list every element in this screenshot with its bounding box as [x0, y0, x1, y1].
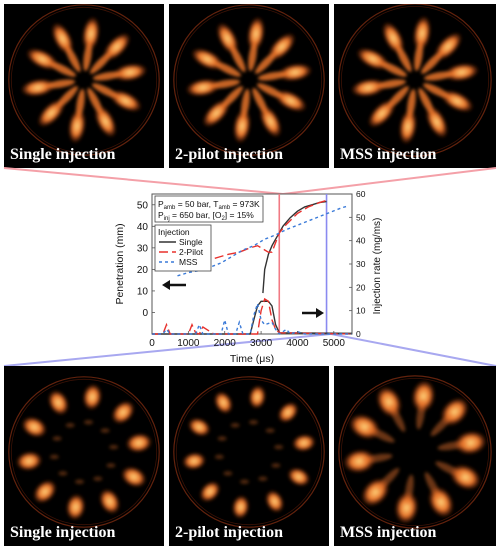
y-left-tick-label: 50	[137, 200, 149, 211]
bottom-image-single: Single injection	[4, 366, 164, 546]
y-axis-left-label: Penetration (mm)	[114, 223, 126, 304]
y-right-tick-label: 30	[356, 259, 366, 269]
legend-title: Injection	[158, 227, 190, 237]
panel-label: Single injection	[10, 146, 116, 163]
y-right-tick-label: 10	[356, 306, 366, 316]
conditions-box	[154, 195, 264, 223]
y-left-tick-label: 30	[137, 243, 149, 254]
x-tick-label: 3000	[250, 338, 273, 349]
x-axis-label: Time (μs)	[230, 353, 274, 365]
spray-photo	[8, 376, 160, 528]
y-left-tick-label: 20	[137, 265, 149, 276]
panel-label: MSS injection	[340, 146, 437, 163]
y-right-tick-label: 60	[356, 189, 366, 199]
top-image-2-pilot: 2-pilot injection	[169, 4, 329, 168]
conditions-line-2: Pinj = 650 bar, [O2] = 15%	[158, 210, 254, 222]
panel-label: 2-pilot injection	[175, 524, 283, 541]
y-right-tick-label: 50	[356, 212, 366, 222]
y-left-tick-label: 0	[142, 308, 148, 319]
series-line-rate-5	[152, 301, 352, 335]
x-tick-label: 0	[149, 338, 155, 349]
spray-photo	[173, 4, 325, 156]
x-tick-label: 2000	[214, 338, 237, 349]
legend-box	[154, 224, 212, 272]
legend-entry: 2-Pilot	[179, 247, 204, 257]
x-tick-label: 5000	[323, 338, 346, 349]
legend-entry: MSS	[179, 257, 198, 267]
top-image-mss: MSS injection	[334, 4, 496, 168]
spray-photo	[8, 4, 160, 156]
panel-label: MSS injection	[340, 524, 437, 541]
top-image-single: Single injection	[4, 4, 164, 168]
bottom-image-mss: MSS injection	[334, 366, 496, 546]
y-right-tick-label: 20	[356, 282, 366, 292]
panel-label: 2-pilot injection	[175, 146, 283, 163]
bottom-image-2-pilot: 2-pilot injection	[169, 366, 329, 546]
y-axis-right-label: Injection rate (mg/ms)	[372, 218, 383, 315]
spray-photo	[173, 376, 325, 528]
spray-photo	[338, 4, 492, 157]
left-axis-arrow	[162, 280, 186, 290]
right-axis-arrow	[302, 308, 324, 318]
y-left-tick-label: 40	[137, 222, 149, 233]
y-right-tick-label: 0	[356, 329, 361, 339]
series-line-rate-4	[152, 297, 353, 335]
y-right-tick-label: 40	[356, 236, 366, 246]
panel-label: Single injection	[10, 524, 116, 541]
x-tick-label: 4000	[286, 338, 309, 349]
legend-entry: Single	[179, 237, 203, 247]
x-tick-label: 1000	[177, 338, 200, 349]
y-left-tick-label: 10	[137, 286, 149, 297]
conditions-line-1: Pamb = 50 bar, Tamb = 973K	[158, 199, 260, 211]
spray-photo	[338, 375, 492, 529]
